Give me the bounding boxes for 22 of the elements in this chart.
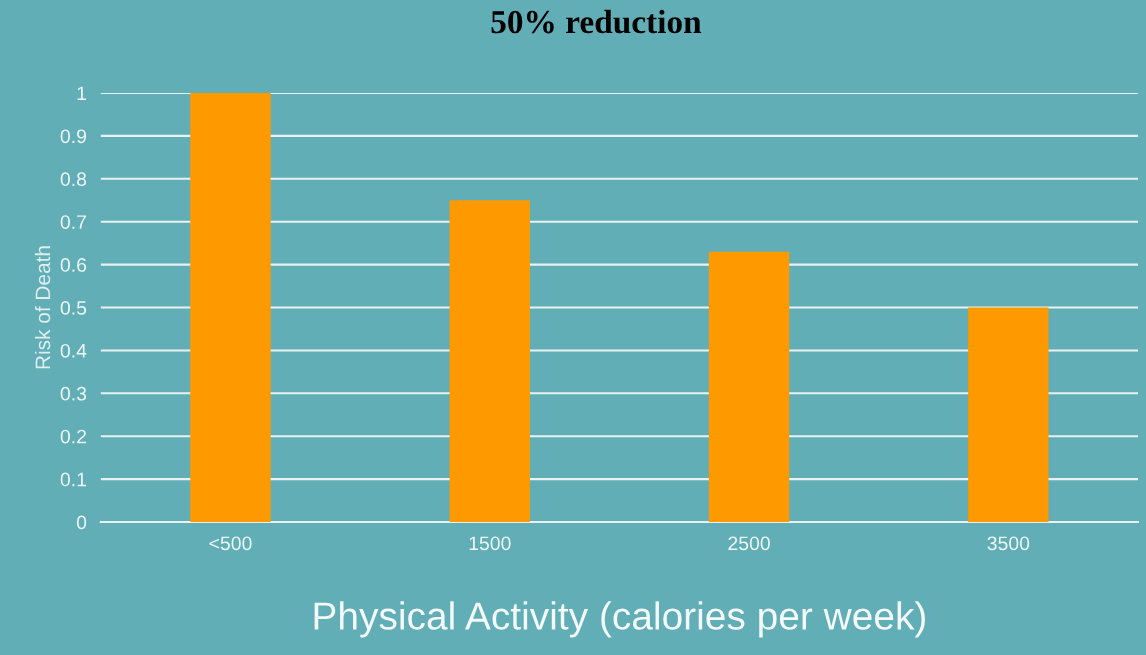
y-tick-label: 0 [76,515,87,530]
y-tick-label: 0.7 [60,215,86,229]
y-tick-label: 0.3 [60,386,87,401]
y-tick-label: 0.1 [60,472,87,487]
y-axis-title: Risk of Death [34,246,51,369]
y-tick-label: 0.5 [60,300,87,315]
y-tick-label: 1 [77,86,87,101]
bar [449,200,530,523]
bar [968,307,1049,523]
y-tick-label: 0.9 [60,129,87,144]
x-tick-label: 1500 [469,536,511,551]
x-tick-label: 3500 [987,536,1030,551]
y-tick-label: 0.4 [60,343,87,358]
y-tick-label: 0.6 [60,258,87,272]
y-tick-label: 0.8 [60,172,87,187]
x-axis-title: Physical Activity (calories per week) [314,601,925,638]
bar [708,251,790,523]
x-tick-label: 2500 [728,536,770,551]
x-tick-label: <500 [209,536,252,551]
y-tick-label: 0.2 [60,429,86,444]
chart-title: 50% reduction [491,9,702,34]
bar [190,93,271,523]
